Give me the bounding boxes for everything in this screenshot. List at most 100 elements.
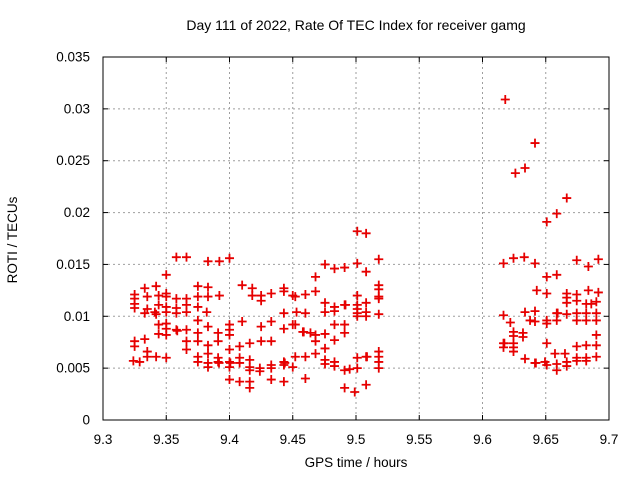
data-point xyxy=(235,377,245,387)
data-point xyxy=(193,336,203,346)
data-point xyxy=(193,281,203,291)
data-point xyxy=(154,300,164,310)
chart-title: Day 111 of 2022, Rate Of TEC Index for r… xyxy=(186,17,525,33)
data-point xyxy=(374,363,384,373)
data-point xyxy=(237,316,247,326)
data-point xyxy=(225,375,234,385)
data-point xyxy=(498,342,508,352)
data-point xyxy=(562,298,572,308)
data-point xyxy=(362,352,372,362)
x-tick-label: 9.3 xyxy=(94,432,113,447)
data-point xyxy=(361,298,371,308)
data-point xyxy=(225,344,234,354)
data-point xyxy=(225,253,234,263)
data-point xyxy=(193,315,203,325)
data-point xyxy=(530,306,540,316)
data-point xyxy=(266,336,276,346)
data-point xyxy=(256,322,266,332)
data-point xyxy=(161,353,171,363)
data-point xyxy=(135,357,145,367)
data-point xyxy=(154,329,164,339)
data-point xyxy=(311,272,321,282)
data-point xyxy=(266,363,276,373)
data-point xyxy=(290,320,300,330)
data-point xyxy=(519,252,529,262)
data-points xyxy=(128,95,603,397)
data-point xyxy=(552,315,562,325)
data-point xyxy=(361,228,371,238)
plot-border xyxy=(102,56,610,421)
y-tick-label: 0.03 xyxy=(64,101,90,116)
data-point xyxy=(279,360,289,370)
data-point xyxy=(591,315,601,325)
x-tick-label: 9.35 xyxy=(153,432,179,447)
data-point xyxy=(525,315,535,325)
data-point xyxy=(340,365,350,375)
data-point xyxy=(300,374,310,384)
data-point xyxy=(311,286,321,296)
data-point xyxy=(583,262,593,272)
data-point xyxy=(305,328,315,338)
x-tick-label: 9.45 xyxy=(280,432,306,447)
data-point xyxy=(520,354,530,364)
data-point xyxy=(203,292,213,302)
data-point xyxy=(320,307,330,317)
data-point xyxy=(508,347,518,357)
data-point xyxy=(508,253,518,263)
data-point xyxy=(181,252,191,262)
data-point xyxy=(498,258,508,268)
x-axis-title: GPS time / hours xyxy=(305,455,408,470)
data-point xyxy=(203,349,213,359)
data-point xyxy=(542,319,552,329)
data-point xyxy=(550,349,560,359)
data-point xyxy=(151,281,161,291)
data-point xyxy=(505,318,515,328)
data-point xyxy=(532,285,542,295)
data-point xyxy=(140,283,150,293)
data-point xyxy=(374,254,384,264)
data-point xyxy=(225,330,234,340)
data-point xyxy=(150,307,160,317)
data-point xyxy=(593,254,603,264)
data-point xyxy=(542,338,552,348)
data-point xyxy=(552,270,562,280)
data-point xyxy=(193,302,203,312)
data-point xyxy=(361,311,371,321)
data-point xyxy=(345,364,355,374)
data-point xyxy=(279,377,289,387)
data-point xyxy=(154,320,164,330)
data-point xyxy=(213,328,223,338)
data-point xyxy=(299,327,309,337)
data-point xyxy=(245,383,255,393)
data-point xyxy=(591,340,601,350)
data-point xyxy=(161,292,171,302)
data-point xyxy=(572,296,582,306)
data-point xyxy=(193,357,203,367)
data-point xyxy=(341,300,350,310)
x-tick-label: 9.6 xyxy=(473,432,492,447)
data-point xyxy=(500,95,510,105)
data-point xyxy=(591,297,601,307)
data-point xyxy=(171,294,181,304)
data-point xyxy=(593,287,603,297)
data-point xyxy=(142,304,152,314)
data-point xyxy=(202,307,212,317)
data-point xyxy=(300,352,310,362)
data-point xyxy=(181,307,191,317)
data-point xyxy=(329,264,339,274)
data-point xyxy=(542,360,552,370)
data-point xyxy=(142,292,152,302)
data-point xyxy=(586,299,596,309)
data-point xyxy=(288,362,298,372)
x-tick-label: 9.7 xyxy=(600,432,619,447)
data-point xyxy=(352,258,362,268)
data-point xyxy=(193,292,203,302)
data-point xyxy=(290,352,300,362)
data-point xyxy=(245,338,255,348)
data-point xyxy=(237,280,247,290)
data-point xyxy=(361,267,371,277)
data-point xyxy=(374,309,384,319)
y-tick-label: 0.005 xyxy=(56,361,90,376)
